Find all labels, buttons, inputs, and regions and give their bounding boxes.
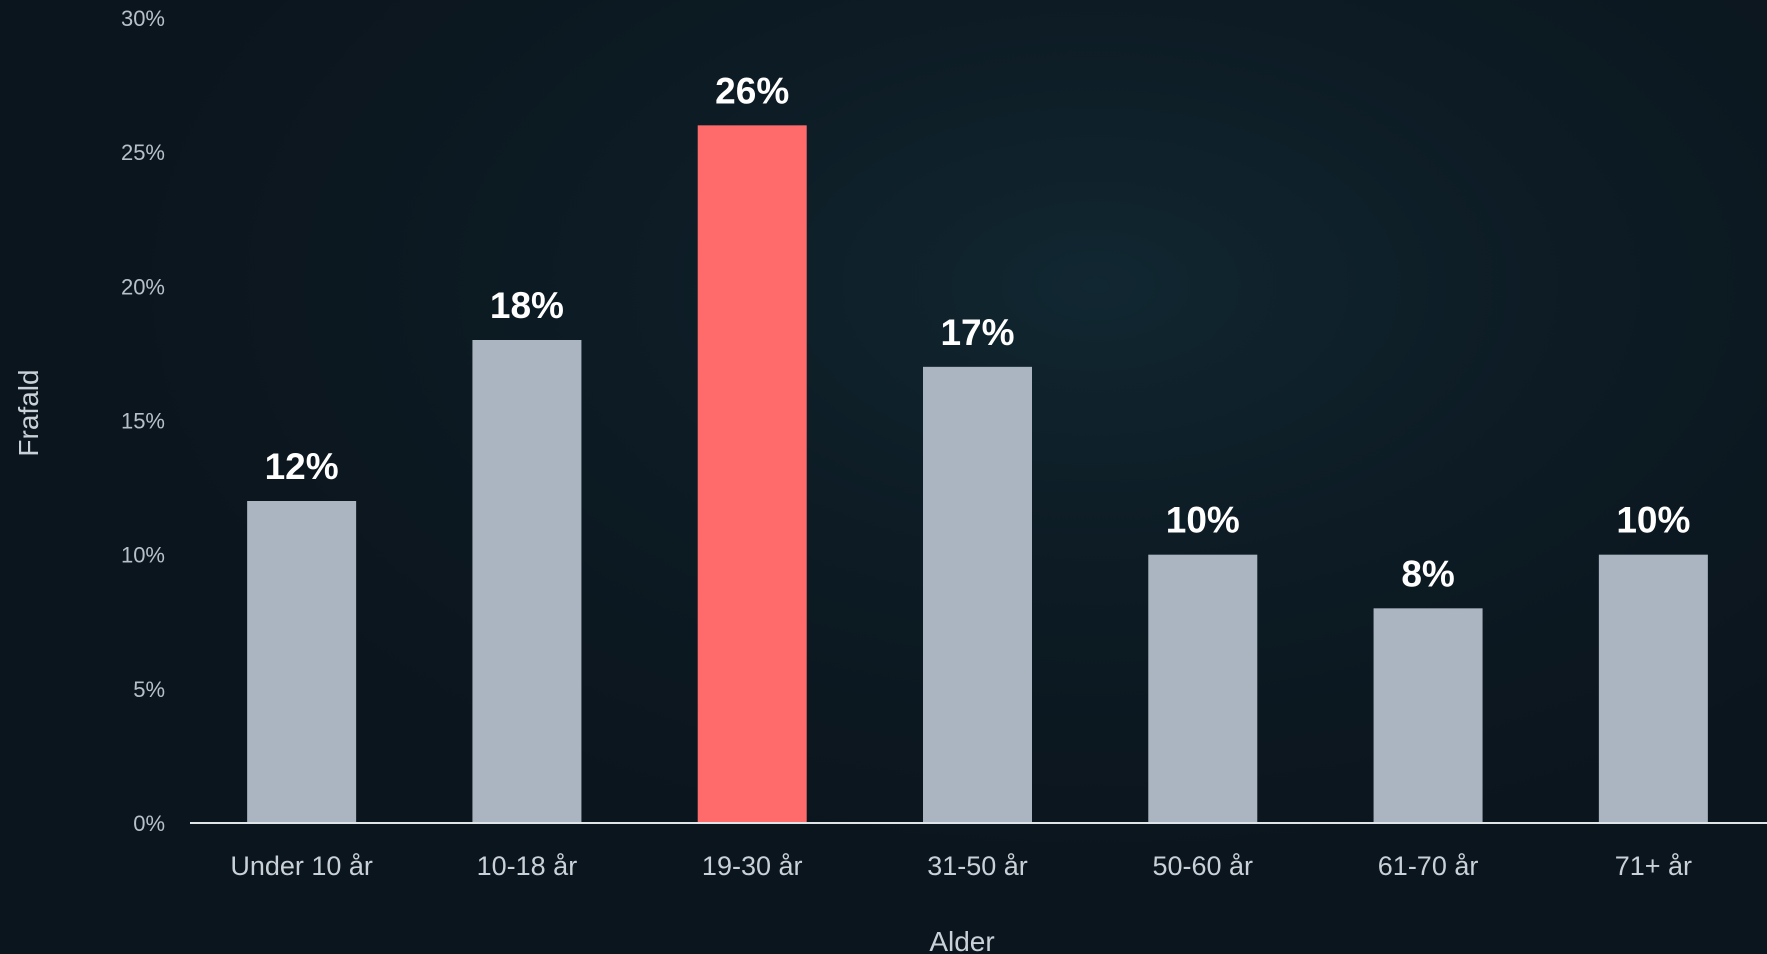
y-tick-label: 10% — [121, 543, 165, 568]
x-category-label: Under 10 år — [230, 851, 373, 881]
y-tick-label: 25% — [121, 140, 165, 165]
x-axis-title: Alder — [929, 926, 994, 954]
x-category-label: 61-70 år — [1378, 851, 1479, 881]
bar-value-label: 8% — [1401, 553, 1454, 594]
bar-value-label: 12% — [265, 446, 339, 487]
x-axis-category-labels: Under 10 år 10-18 år 19-30 år 31-50 år 50-60… — [230, 851, 1692, 881]
bar — [923, 366, 1032, 823]
bar-value-label: 26% — [715, 70, 789, 111]
y-axis-title: Frafald — [13, 369, 44, 456]
y-tick-label: 5% — [133, 677, 165, 702]
x-category-label: 50-60 år — [1152, 851, 1253, 881]
bar — [472, 340, 582, 823]
y-tick-label: 30% — [121, 6, 165, 31]
data-labels: 12% 18% 26% 17% 10% 8% 10% — [265, 70, 1691, 594]
y-tick-label: 0% — [133, 811, 165, 836]
y-tick-label: 15% — [121, 409, 165, 434]
x-category-label: 31-50 år — [927, 851, 1028, 881]
bar-value-label: 17% — [940, 312, 1014, 353]
bar-value-label: 10% — [1616, 500, 1690, 541]
bar-value-label: 10% — [1166, 500, 1240, 541]
bar — [1148, 554, 1258, 823]
y-tick-label: 20% — [121, 274, 165, 299]
bar — [697, 125, 807, 824]
bars — [247, 125, 1708, 824]
bar-value-label: 18% — [490, 285, 564, 326]
bar — [1373, 608, 1483, 823]
x-category-label: 71+ år — [1615, 851, 1692, 881]
y-axis-ticks: 0% 5% 10% 15% 20% 25% 30% — [121, 6, 165, 836]
bar — [247, 501, 357, 823]
x-category-label: 19-30 år — [702, 851, 803, 881]
bar — [1598, 554, 1708, 823]
x-category-label: 10-18 år — [477, 851, 578, 881]
